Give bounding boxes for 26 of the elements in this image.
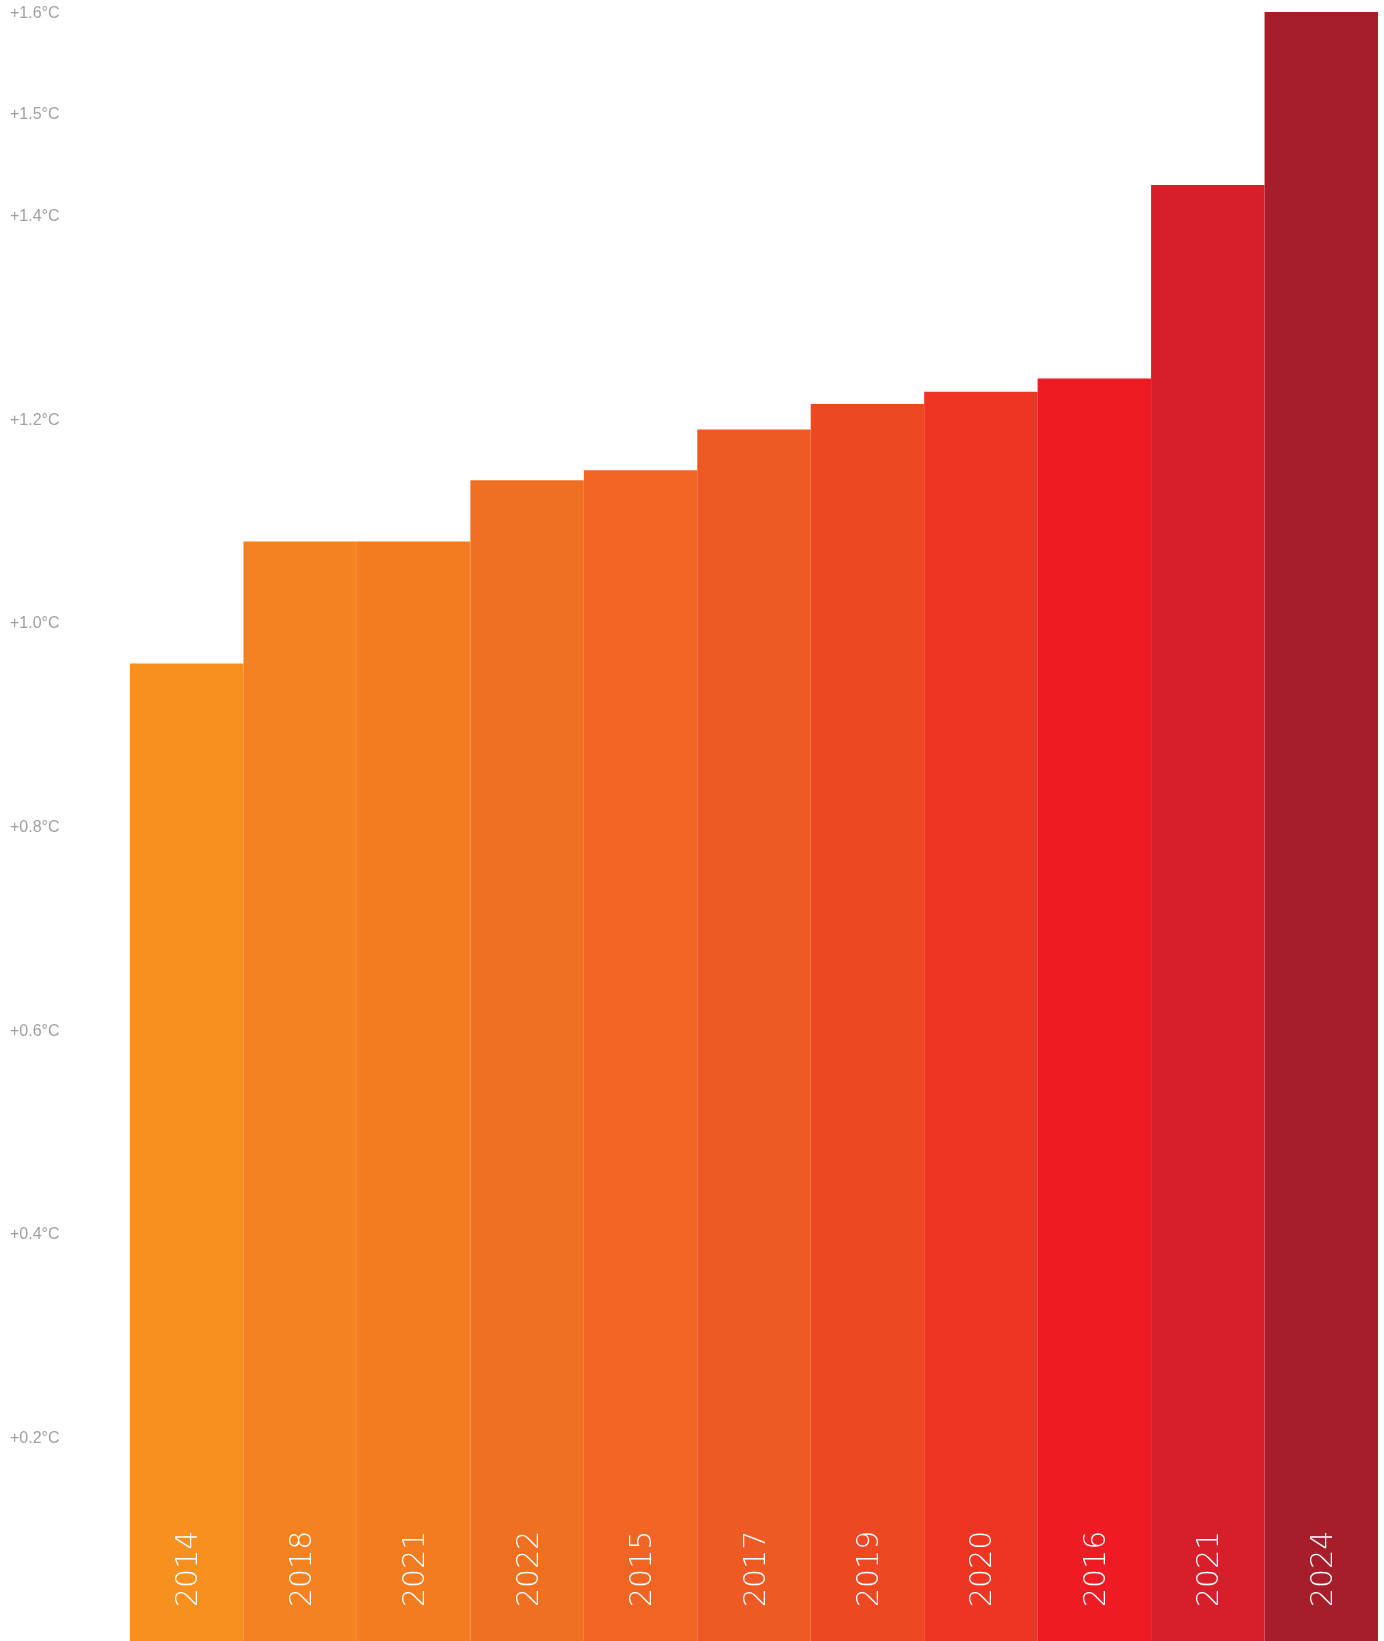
bar [1151, 185, 1265, 1641]
bar [1264, 12, 1378, 1641]
y-tick-label: +1.4°C [10, 207, 60, 225]
bar [924, 391, 1038, 1641]
bar [1037, 378, 1152, 1641]
y-tick-label: +1.0°C [10, 614, 60, 632]
x-tick-label: 2018 [282, 1530, 318, 1607]
bar [810, 403, 925, 1641]
y-tick-label: +0.8°C [10, 818, 60, 835]
x-tick-label: 2014 [169, 1530, 205, 1607]
x-tick-label: 2019 [849, 1530, 885, 1607]
x-tick-label: 2024 [1303, 1530, 1339, 1607]
bar [130, 663, 244, 1641]
y-tick-label: +1.6°C [10, 3, 60, 21]
y-tick-label: +1.5°C [10, 105, 60, 123]
y-tick-label: +0.4°C [10, 1225, 60, 1243]
x-tick-label: 2017 [736, 1530, 772, 1607]
y-tick-label: +0.2°C [10, 1428, 60, 1446]
y-tick-label: +0.6°C [10, 1021, 60, 1039]
x-tick-label: 2015 [623, 1530, 659, 1607]
x-tick-label: 2021 [396, 1530, 432, 1607]
x-tick-label: 2016 [1076, 1530, 1112, 1607]
x-tick-label: 2020 [963, 1530, 999, 1607]
x-tick-label: 2021 [1190, 1530, 1226, 1607]
x-tick-label: 2022 [509, 1530, 545, 1607]
y-tick-label: +1.2°C [10, 410, 60, 428]
